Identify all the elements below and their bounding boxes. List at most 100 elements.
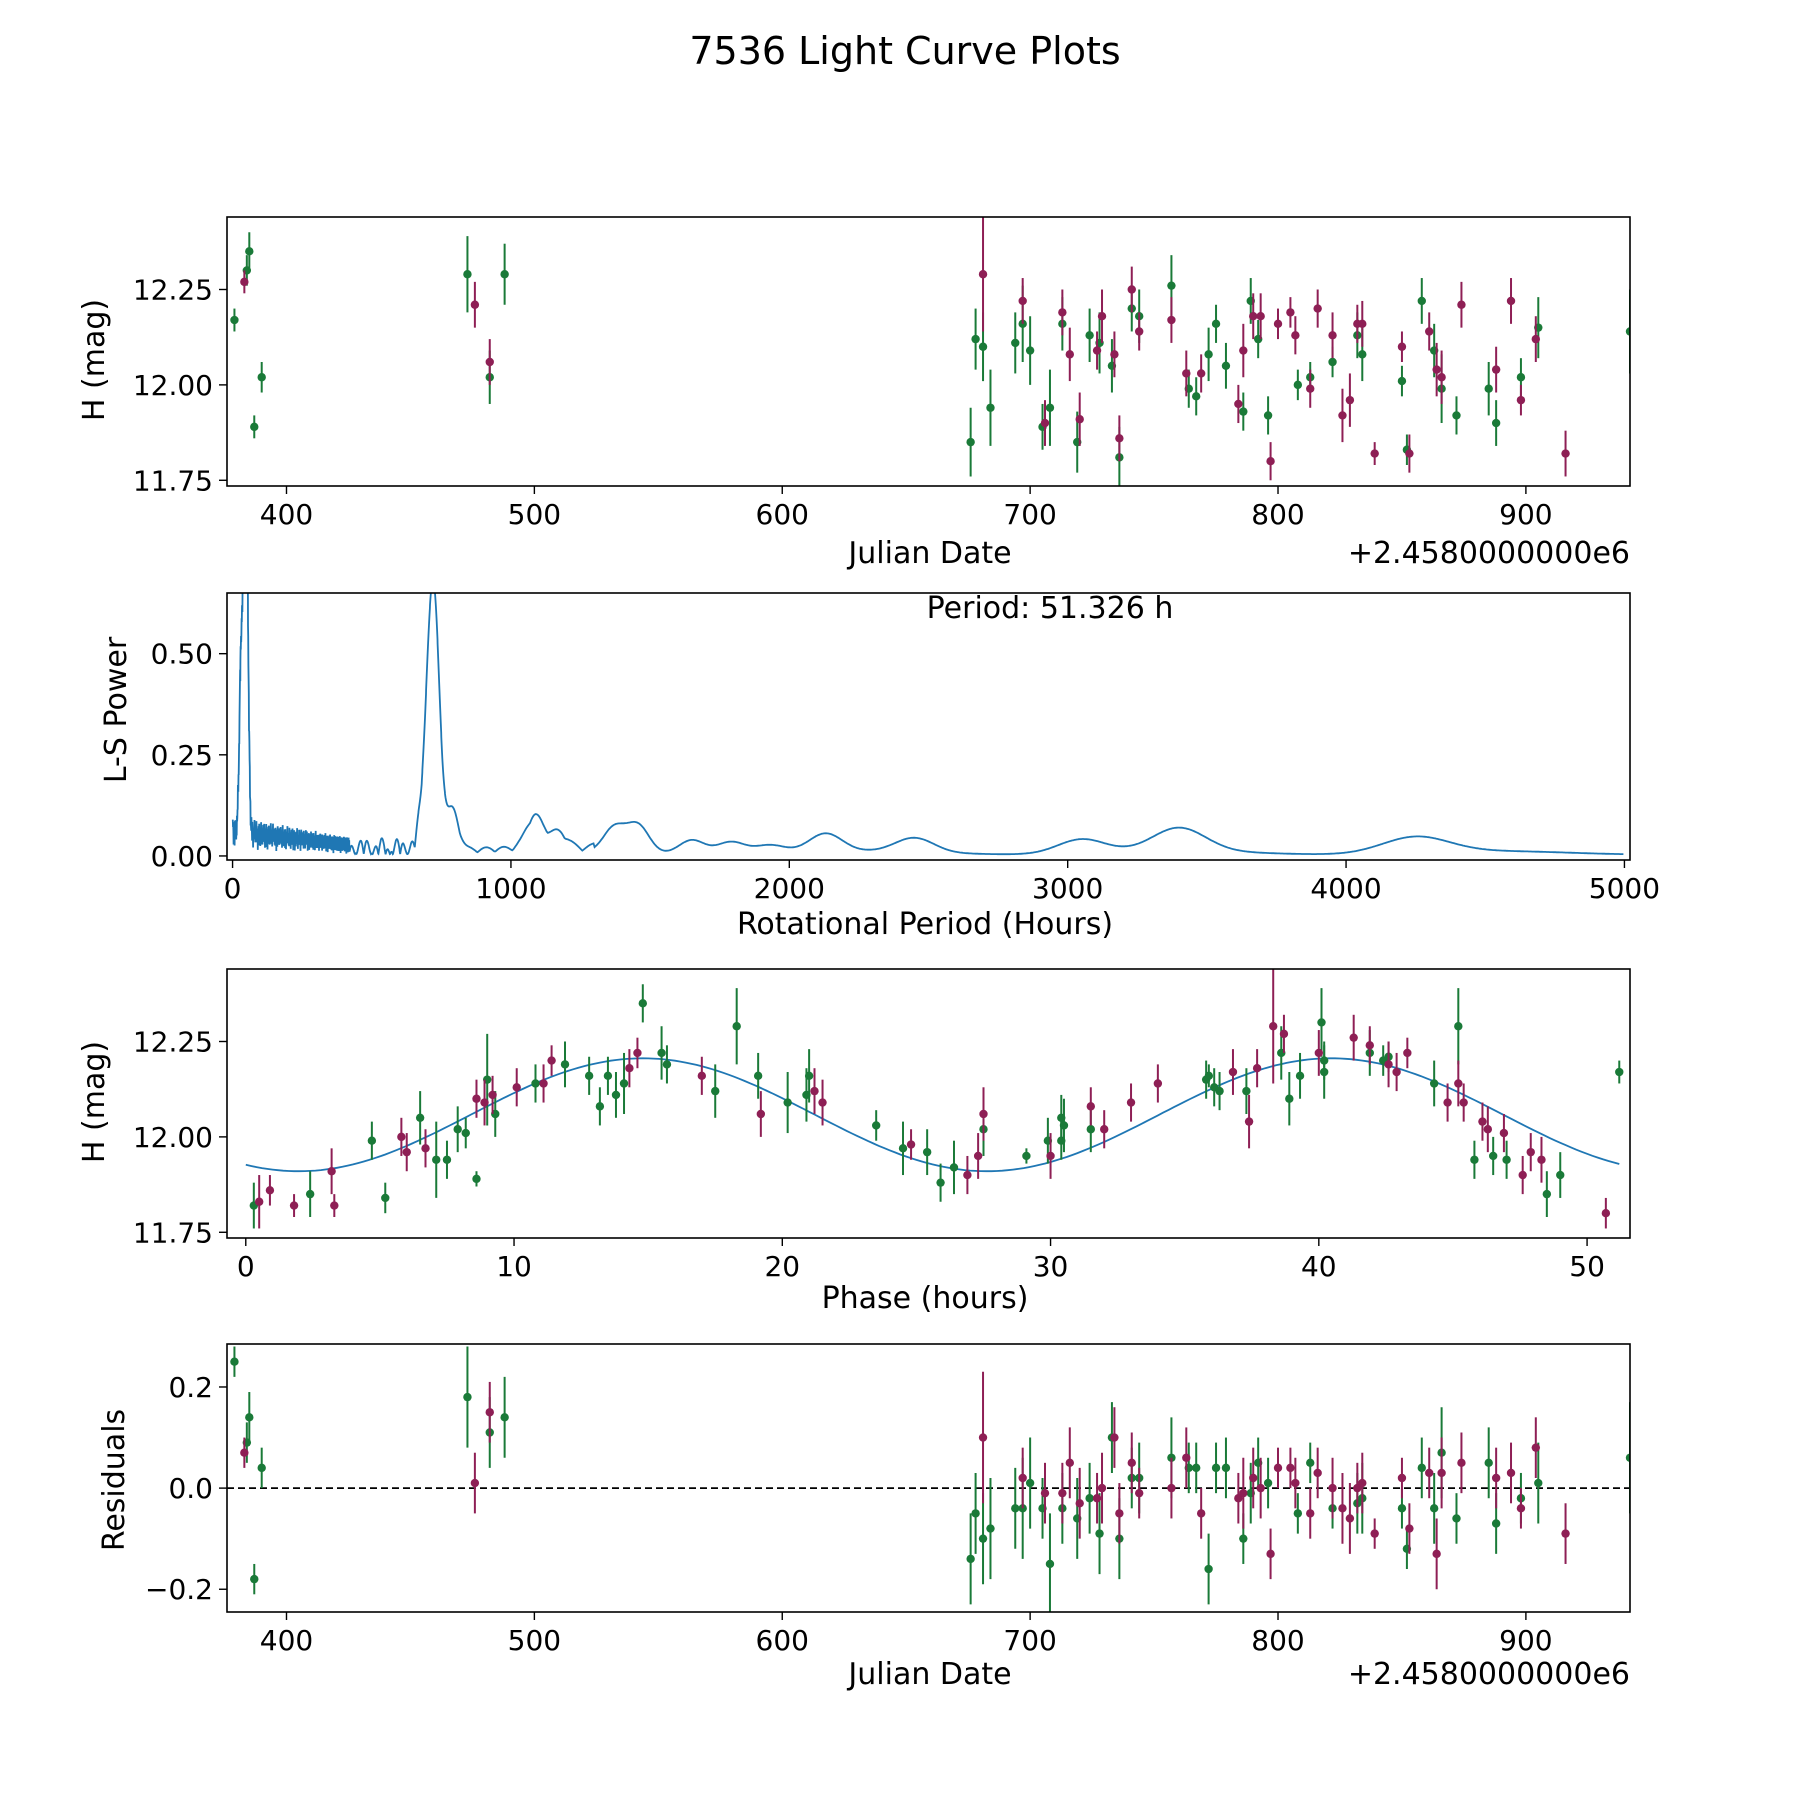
figure-title: 7536 Light Curve Plots (689, 29, 1120, 73)
lightcurve-point-green (1211, 319, 1221, 329)
phase-point-green (453, 1125, 462, 1134)
phase-point-purple (633, 1048, 642, 1058)
residuals-axes-frame (226, 1343, 1631, 1613)
residuals-point-purple (1405, 1524, 1414, 1533)
lightcurve-axes-frame (226, 216, 1631, 487)
lightcurve-ytick-label: 11.75 (133, 464, 213, 497)
phase-point-purple (472, 1094, 481, 1103)
residuals-point-green (978, 1534, 988, 1543)
lightcurve-point-green (230, 315, 239, 325)
phase-point-green (922, 1147, 932, 1157)
lightcurve-point-green (1328, 357, 1337, 367)
phase-point-green (1542, 1189, 1552, 1199)
lightcurve-point-green (1452, 411, 1461, 420)
residuals-point-purple (1196, 1509, 1206, 1518)
residuals-point-purple (1437, 1468, 1446, 1478)
periodogram-series-line (231, 593, 1624, 856)
phase-point-green (531, 1079, 540, 1088)
lightcurve-point-purple (1506, 296, 1516, 306)
lightcurve-point-purple (1457, 300, 1466, 309)
periodogram-xlabel: Rotational Period (Hours) (737, 907, 1113, 942)
phase-point-purple (756, 1109, 766, 1119)
residuals-point-purple (1306, 1509, 1315, 1518)
lightcurve-point-green (1358, 350, 1367, 359)
phase-point-purple (397, 1132, 406, 1142)
phase-point-purple (330, 1201, 339, 1210)
phase-point-green (657, 1048, 666, 1058)
residuals-point-green (1491, 1519, 1501, 1528)
lightcurve-point-purple (1065, 350, 1074, 359)
phase-point-green (619, 1079, 629, 1088)
residuals-point-green (1011, 1504, 1020, 1513)
lightcurve-point-green (1221, 361, 1231, 371)
phase-point-purple (1126, 1098, 1136, 1107)
residuals-panel: Julian Date Residuals +2.4580000000e6 40… (97, 1343, 1631, 1692)
lightcurve-plot-area (230, 217, 1630, 486)
phase-xlabel: Phase (hours) (822, 1281, 1029, 1316)
lightcurve-point-purple (1234, 399, 1243, 409)
phase-point-green (753, 1071, 763, 1081)
residuals-point-purple (1040, 1488, 1050, 1498)
lightcurve-point-purple (1531, 334, 1541, 344)
phase-point-green (783, 1098, 792, 1107)
phase-ytick-label: 11.75 (133, 1216, 213, 1249)
phase-point-purple (1483, 1125, 1493, 1134)
phase-point-purple (547, 1056, 556, 1065)
phase-point-green (1319, 1056, 1329, 1065)
residuals-offset-label: +2.4580000000e6 (1348, 1657, 1630, 1692)
residuals-point-purple (1338, 1504, 1347, 1513)
residuals-point-green (250, 1574, 259, 1584)
lightcurve-xtick-label: 900 (1499, 498, 1552, 531)
lightcurve-point-purple (1286, 308, 1295, 317)
lightcurve-point-purple (1405, 449, 1414, 458)
phase-point-green (560, 1060, 570, 1069)
lightcurve-xtick-label: 400 (260, 498, 313, 531)
phase-point-green (1556, 1170, 1565, 1180)
lightcurve-point-purple (978, 270, 988, 279)
phase-point-purple (1269, 1022, 1278, 1031)
residuals-point-purple (1249, 1473, 1258, 1483)
residuals-point-purple (470, 1478, 480, 1488)
phase-point-purple (1314, 1048, 1324, 1058)
lightcurve-point-purple (1516, 395, 1526, 405)
residuals-point-purple (1561, 1529, 1570, 1538)
lightcurve-point-purple (1358, 319, 1367, 329)
lightcurve-point-green (1397, 376, 1407, 386)
phase-point-purple (265, 1186, 275, 1195)
phase-point-green (603, 1071, 613, 1081)
periodogram-axes-frame (226, 592, 1631, 861)
residuals-point-green (230, 1357, 239, 1366)
residuals-xtick-label: 400 (260, 1624, 313, 1657)
residuals-xtick-label: 800 (1251, 1624, 1304, 1657)
phase-point-green (415, 1113, 425, 1123)
residuals-point-green (1095, 1529, 1104, 1538)
periodogram-panel: Rotational Period (Hours) L-S Power Peri… (99, 591, 1660, 942)
residuals-point-purple (1097, 1483, 1107, 1493)
residuals-point-green (1484, 1458, 1493, 1468)
phase-point-purple (963, 1170, 972, 1180)
periodogram-xtick-label: 1000 (475, 872, 546, 905)
residuals-point-purple (1167, 1483, 1176, 1493)
periodogram-ylabel: L-S Power (99, 636, 134, 783)
phase-point-purple (1349, 1033, 1358, 1042)
residuals-plot-area (227, 1346, 1630, 1612)
residuals-point-purple (1065, 1458, 1074, 1468)
phase-point-green (472, 1174, 481, 1184)
residuals-point-purple (1491, 1473, 1501, 1483)
phase-point-purple (1518, 1170, 1527, 1180)
phase-point-green (584, 1071, 594, 1081)
lightcurve-xtick-label: 500 (508, 498, 561, 531)
phase-point-green (381, 1193, 390, 1203)
residuals-point-green (1452, 1514, 1461, 1523)
lightcurve-point-purple (1196, 369, 1206, 378)
lightcurve-point-purple (485, 357, 494, 367)
phase-point-green (367, 1136, 377, 1145)
lightcurve-point-purple (470, 300, 480, 309)
residuals-point-purple (1127, 1458, 1136, 1468)
lightcurve-point-purple (1432, 365, 1441, 374)
lightcurve-offset-label: +2.4580000000e6 (1348, 536, 1630, 571)
phase-point-green (1502, 1155, 1511, 1164)
residuals-point-purple (1457, 1458, 1466, 1468)
residuals-point-purple (240, 1448, 249, 1457)
